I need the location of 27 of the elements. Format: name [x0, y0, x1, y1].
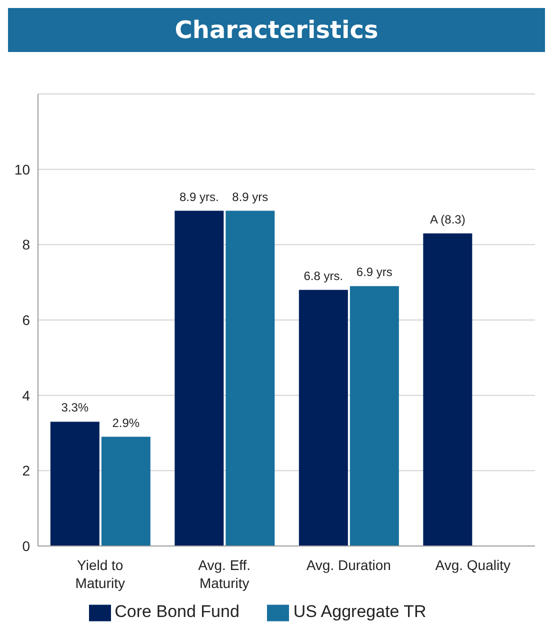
y-tick-label: 6 [22, 312, 30, 328]
legend-label: US Aggregate TR [293, 602, 426, 622]
x-tick-label: Avg. Duration [306, 557, 391, 573]
data-label: 2.9% [112, 416, 140, 430]
y-tick-label: 8 [22, 236, 30, 253]
data-label: 8.9 yrs [232, 190, 268, 204]
bar [50, 422, 100, 546]
y-tick-label: 4 [22, 387, 30, 404]
y-tick-label: 2 [22, 462, 30, 479]
data-label: 6.8 yrs. [304, 268, 344, 283]
bar [350, 286, 399, 546]
data-label: 6.9 yrs [356, 265, 392, 280]
x-tick-label: Avg. Eff. Maturity [198, 557, 251, 591]
x-tick-label: Avg. Quality [435, 557, 510, 573]
data-label: 8.9 yrs. [179, 190, 219, 204]
y-tick-label: 10 [14, 161, 30, 178]
bar [226, 210, 275, 546]
data-label: 3.3% [61, 400, 89, 415]
x-tick-label: Yield to Maturity [75, 557, 126, 591]
chart-title: Characteristics [8, 8, 545, 52]
bar [174, 210, 224, 546]
bar [423, 233, 472, 546]
legend-label: Core Bond Fund [114, 602, 240, 622]
bar [101, 436, 150, 546]
data-label: A (8.3) [430, 212, 466, 226]
y-tick-label: 0 [22, 538, 30, 554]
bar [298, 290, 348, 546]
